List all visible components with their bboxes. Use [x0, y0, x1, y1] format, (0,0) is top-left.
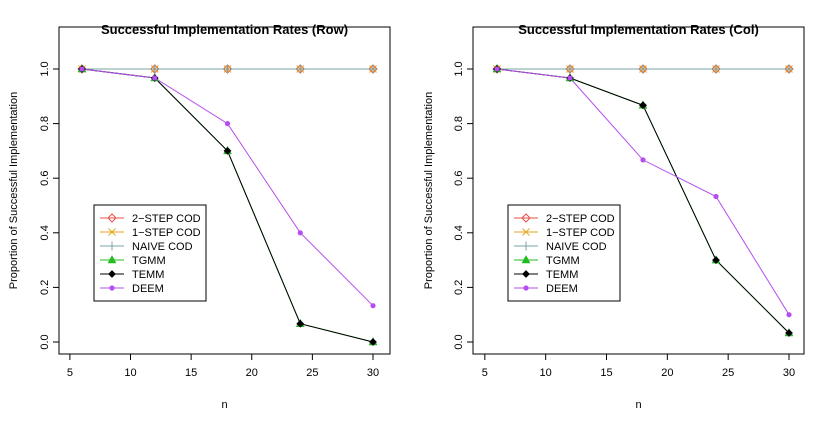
- legend-entry: 2−STEP COD: [546, 213, 615, 225]
- y-tick-label: 0.6: [453, 171, 465, 186]
- legend-entry: 1−STEP COD: [546, 227, 615, 239]
- data-point: [152, 75, 158, 81]
- y-tick-label: 0.4: [453, 225, 465, 240]
- data-point: [785, 329, 793, 337]
- legend-swatch-marker: [109, 285, 115, 291]
- x-tick-label: 25: [306, 367, 318, 379]
- y-tick-label: 0.8: [39, 116, 51, 131]
- legend-swatch-marker: [522, 270, 530, 278]
- x-tick-label: 25: [722, 367, 734, 379]
- data-point: [639, 101, 647, 110]
- data-point: [223, 64, 232, 74]
- data-point: [712, 256, 720, 265]
- data-point: [150, 64, 160, 74]
- chart-panel-2: Successful Implementation Rates (Col) 5 10…: [423, 22, 805, 411]
- data-point: [370, 303, 376, 309]
- y-tick-label: 0.4: [39, 225, 51, 240]
- legend-entry: TEMM: [546, 269, 578, 281]
- x-tick-label: 15: [600, 367, 612, 379]
- plot-frame: [58, 26, 391, 355]
- legend-entry: TGMM: [132, 255, 166, 267]
- legend-entry: 2−STEP COD: [132, 213, 201, 225]
- legend-swatch-marker: [523, 285, 529, 291]
- data-point: [296, 319, 305, 328]
- y-tick-label: 0.2: [453, 280, 465, 295]
- y-tick-label: 1.0: [453, 61, 465, 76]
- x-tick-label: 30: [367, 367, 379, 379]
- legend-swatch-marker: [521, 213, 531, 223]
- y-tick-label: 0.0: [39, 334, 51, 349]
- legend-swatch-marker: [108, 270, 116, 278]
- x-axis-label: n: [635, 399, 641, 411]
- chart-title: Successful Implementation Rates (Row): [101, 22, 348, 37]
- data-point: [297, 230, 303, 236]
- data-point: [368, 64, 378, 74]
- legend-entry: DEEM: [132, 283, 164, 295]
- y-tick-label: 1.0: [39, 61, 51, 76]
- legend-entry: DEEM: [546, 283, 578, 295]
- data-point: [713, 193, 719, 200]
- x-tick-label: 20: [661, 367, 673, 379]
- data-point: [369, 338, 377, 346]
- data-point: [640, 157, 646, 163]
- x-tick-label: 10: [540, 367, 552, 379]
- data-point: [638, 64, 648, 74]
- legend-entry: NAIVE COD: [546, 241, 607, 253]
- legend-swatch-marker: [107, 241, 117, 251]
- legend-entry: TEMM: [132, 269, 164, 281]
- legend-entry: TGMM: [546, 255, 580, 267]
- data-point: [711, 64, 721, 74]
- legend-swatch-marker: [521, 241, 531, 251]
- x-tick-label: 5: [67, 367, 73, 379]
- x-tick-label: 20: [246, 367, 258, 379]
- data-point: [224, 121, 231, 127]
- data-point: [567, 75, 573, 81]
- y-axis-label: Proportion of Successful Implementation: [423, 92, 435, 290]
- legend-swatch-marker: [522, 228, 530, 236]
- x-axis-label: n: [221, 399, 227, 411]
- legend: 2−STEP COD 1−STEP COD NAIVE COD TGMM TEMM DEE…: [93, 204, 207, 302]
- data-point: [494, 66, 500, 72]
- chart-panel-1: Successful Implementation Rates (Row) 5 10…: [8, 22, 391, 411]
- legend-swatch-marker: [521, 254, 531, 264]
- legend-entry: NAIVE COD: [132, 241, 193, 253]
- x-tick-label: 5: [482, 367, 488, 379]
- chart-title: Successful Implementation Rates (Col): [518, 22, 759, 37]
- y-axis-label: Proportion of Successful Implementation: [8, 92, 20, 290]
- data-point: [784, 64, 794, 74]
- x-tick-label: 30: [783, 367, 795, 379]
- data-point: [565, 64, 575, 74]
- legend-swatch-marker: [107, 213, 117, 223]
- data-point: [223, 146, 232, 155]
- data-point: [786, 312, 792, 318]
- x-tick-label: 10: [124, 367, 136, 379]
- legend-swatch-marker: [108, 228, 116, 236]
- y-tick-label: 0.8: [453, 116, 465, 131]
- data-point: [295, 64, 305, 74]
- y-tick-label: 0.0: [453, 334, 465, 349]
- y-tick-label: 0.2: [39, 280, 51, 295]
- legend-entry: 1−STEP COD: [132, 227, 201, 239]
- y-tick-label: 0.6: [39, 171, 51, 186]
- x-tick-label: 15: [185, 367, 197, 379]
- legend: 2−STEP COD 1−STEP COD NAIVE COD TGMM TEMM DEE…: [507, 204, 621, 302]
- plot-frame: [472, 26, 805, 355]
- legend-swatch-marker: [107, 254, 117, 264]
- data-point: [79, 66, 85, 72]
